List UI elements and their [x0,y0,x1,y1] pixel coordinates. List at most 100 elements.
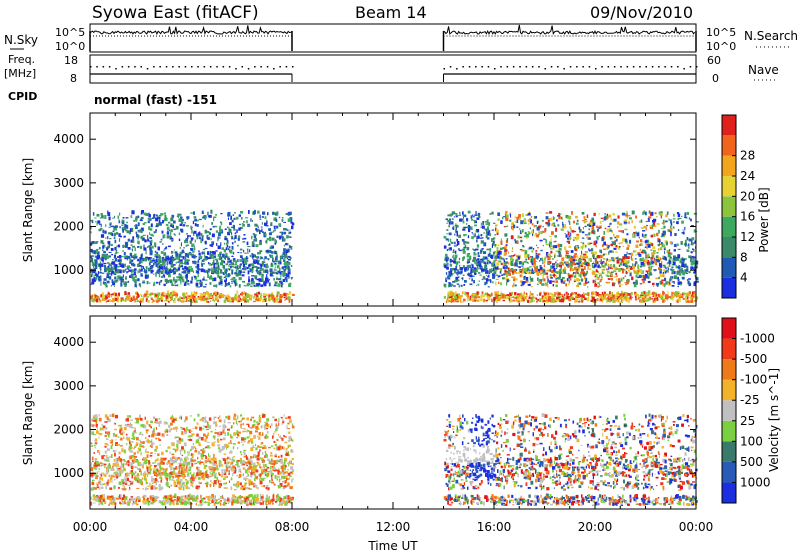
echo-cell [564,268,567,271]
echo-cell [533,257,536,262]
echo-cell [104,257,108,260]
echo-cell [565,297,568,300]
echo-cell [289,229,291,231]
echo-cell [547,283,549,288]
echo-cell [501,294,505,298]
echo-cell [246,299,249,303]
echo-cell [123,266,125,268]
echo-cell [126,221,128,224]
echo-cell [239,270,242,274]
echo-cell [474,249,476,252]
echo-cell [171,214,173,219]
echo-cell [554,254,556,259]
echo-cell [571,268,575,271]
echo-cell [177,298,180,301]
echo-cell [670,258,672,261]
echo-cell [172,214,175,218]
echo-cell [203,258,205,262]
echo-cell [278,301,282,303]
echo-cell [544,257,546,261]
echo-cell [570,250,574,253]
echo-cell [619,262,623,266]
echo-cell [470,267,472,271]
echo-cell [600,298,602,300]
echo-cell [540,270,543,274]
echo-cell [455,231,458,234]
echo-cell [603,241,606,246]
echo-cell [175,295,178,299]
echo-cell [280,279,282,281]
echo-cell [255,225,259,227]
echo-cell [132,255,135,257]
echo-cell [572,258,576,262]
echo-cell [209,293,213,297]
echo-cell [170,217,174,222]
echo-cell [137,246,140,248]
echo-cell [612,250,614,254]
echo-cell [276,278,279,280]
echo-cell [166,226,170,231]
echo-cell [488,260,491,263]
echo-cell [211,267,213,270]
freq-point [613,66,616,68]
echo-cell [553,271,556,273]
echo-cell [673,261,676,263]
echo-cell [653,218,657,222]
echo-cell [219,276,221,279]
echo-cell [165,246,168,249]
echo-cell [260,269,263,272]
echo-cell [468,225,470,227]
echo-cell [192,250,195,253]
echo-cell [260,226,263,228]
echo-cell [92,212,95,216]
echo-cell [140,259,143,264]
echo-cell [199,255,202,258]
echo-cell [264,265,267,268]
echo-cell [222,272,225,275]
echo-cell [658,267,661,270]
echo-cell [527,248,529,251]
echo-cell [184,265,187,270]
echo-cell [516,295,518,299]
echo-cell [680,269,684,274]
echo-cell [498,250,502,255]
echo-cell [582,262,584,266]
echo-cell [576,285,580,287]
echo-cell [603,253,605,256]
echo-cell [520,295,522,299]
echo-cell [147,220,150,224]
echo-cell [278,260,282,262]
echo-cell [145,250,147,255]
echo-cell [592,291,595,295]
echo-cell [234,263,238,266]
echo-cell [564,246,567,251]
echo-cell [580,294,582,298]
freq-point [544,68,546,70]
echo-cell [92,263,94,268]
echo-cell [171,292,175,295]
echo-cell [656,259,660,263]
echo-cell [91,219,94,224]
echo-cell [127,295,131,298]
echo-cell [224,257,226,260]
echo-cell [162,243,164,245]
echo-cell [244,292,247,296]
echo-cell [247,270,250,275]
echo-cell [163,300,167,302]
echo-cell [235,269,238,273]
echo-cell [667,253,671,258]
echo-cell [284,276,287,280]
echo-cell [679,291,681,295]
echo-cell [671,252,673,255]
echo-cell [531,262,534,265]
echo-cell [570,265,573,270]
echo-cell [266,237,270,241]
echo-cell [580,274,582,279]
echo-cell [611,282,615,287]
echo-cell [689,257,693,259]
echo-cell [155,273,157,277]
echo-cell [514,238,516,241]
echo-cell [225,263,228,266]
freq-point [273,68,275,70]
echo-cell [595,278,597,281]
